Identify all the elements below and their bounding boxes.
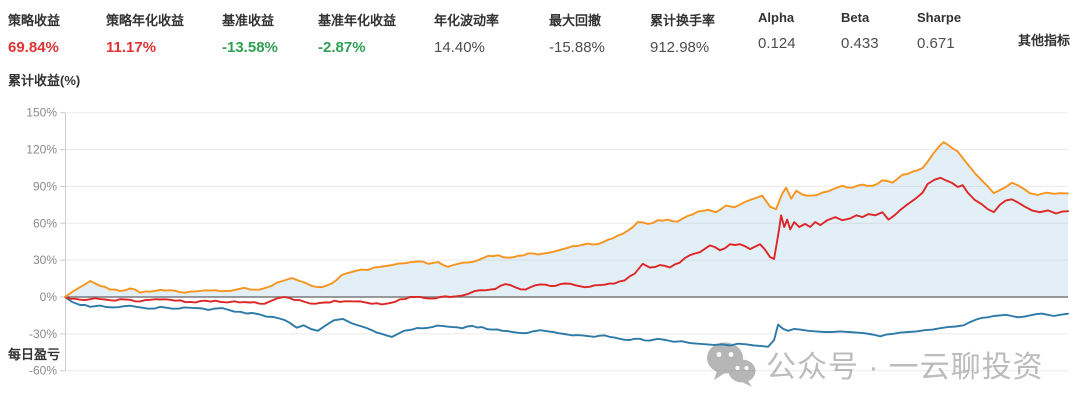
metric-value: -15.88%	[549, 39, 605, 56]
metric-label: 累计换手率	[650, 13, 716, 28]
metric-value: -13.58%	[222, 39, 278, 56]
daily-pnl-label: 每日盈亏	[8, 347, 61, 362]
metric-label: Beta	[841, 10, 870, 25]
metric-benchmark-return: 基准收益 -13.58%	[222, 10, 278, 56]
metric-annualized-volatility: 年化波动率 14.40%	[434, 10, 499, 56]
metric-max-drawdown: 最大回撤 -15.88%	[549, 10, 605, 56]
metric-strategy-annualized-return: 策略年化收益 11.17%	[106, 10, 184, 56]
metric-value: 0.671	[917, 35, 955, 52]
metric-label: 最大回撤	[549, 13, 602, 28]
svg-text:-30%: -30%	[29, 327, 57, 341]
watermark-text: 公众号 · 一云聊投资	[766, 351, 1044, 384]
metric-value: 0.433	[841, 35, 879, 52]
svg-text:90%: 90%	[33, 179, 57, 193]
metric-value: -2.87%	[318, 39, 366, 56]
watermark: 公众号 · 一云聊投资	[706, 341, 1044, 387]
metric-alpha: Alpha 0.124	[758, 10, 796, 52]
chart-title: 累计收益(%)	[8, 73, 81, 88]
metric-value: 0.124	[758, 35, 796, 52]
metric-label: 基准年化收益	[318, 13, 397, 28]
metric-label: 策略收益	[8, 13, 61, 28]
metric-label: Sharpe	[917, 10, 962, 25]
svg-text:60%: 60%	[33, 216, 57, 230]
metric-value: 69.84%	[8, 39, 59, 56]
metric-label: 策略年化收益	[106, 13, 185, 28]
svg-text:150%: 150%	[26, 106, 57, 120]
metric-label: 年化波动率	[434, 13, 500, 28]
metric-value: 11.17%	[106, 39, 157, 56]
svg-text:0%: 0%	[40, 290, 58, 304]
metric-value: 912.98%	[650, 39, 710, 56]
svg-text:30%: 30%	[33, 253, 57, 267]
other-metrics-link[interactable]: 其他指标	[1018, 33, 1071, 48]
svg-text:-60%: -60%	[29, 364, 57, 378]
metric-benchmark-annualized-return: 基准年化收益 -2.87%	[318, 10, 396, 56]
wechat-icon	[707, 342, 756, 387]
metric-value: 14.40%	[434, 39, 485, 56]
metric-sharpe: Sharpe 0.671	[917, 10, 961, 52]
metric-beta: Beta 0.433	[841, 10, 879, 52]
metric-label: Alpha	[758, 10, 795, 25]
metric-cumulative-turnover: 累计换手率 912.98%	[650, 10, 715, 56]
metric-strategy-return: 策略收益 69.84%	[8, 10, 60, 56]
metric-label: 基准收益	[222, 13, 275, 28]
svg-text:120%: 120%	[26, 143, 57, 157]
